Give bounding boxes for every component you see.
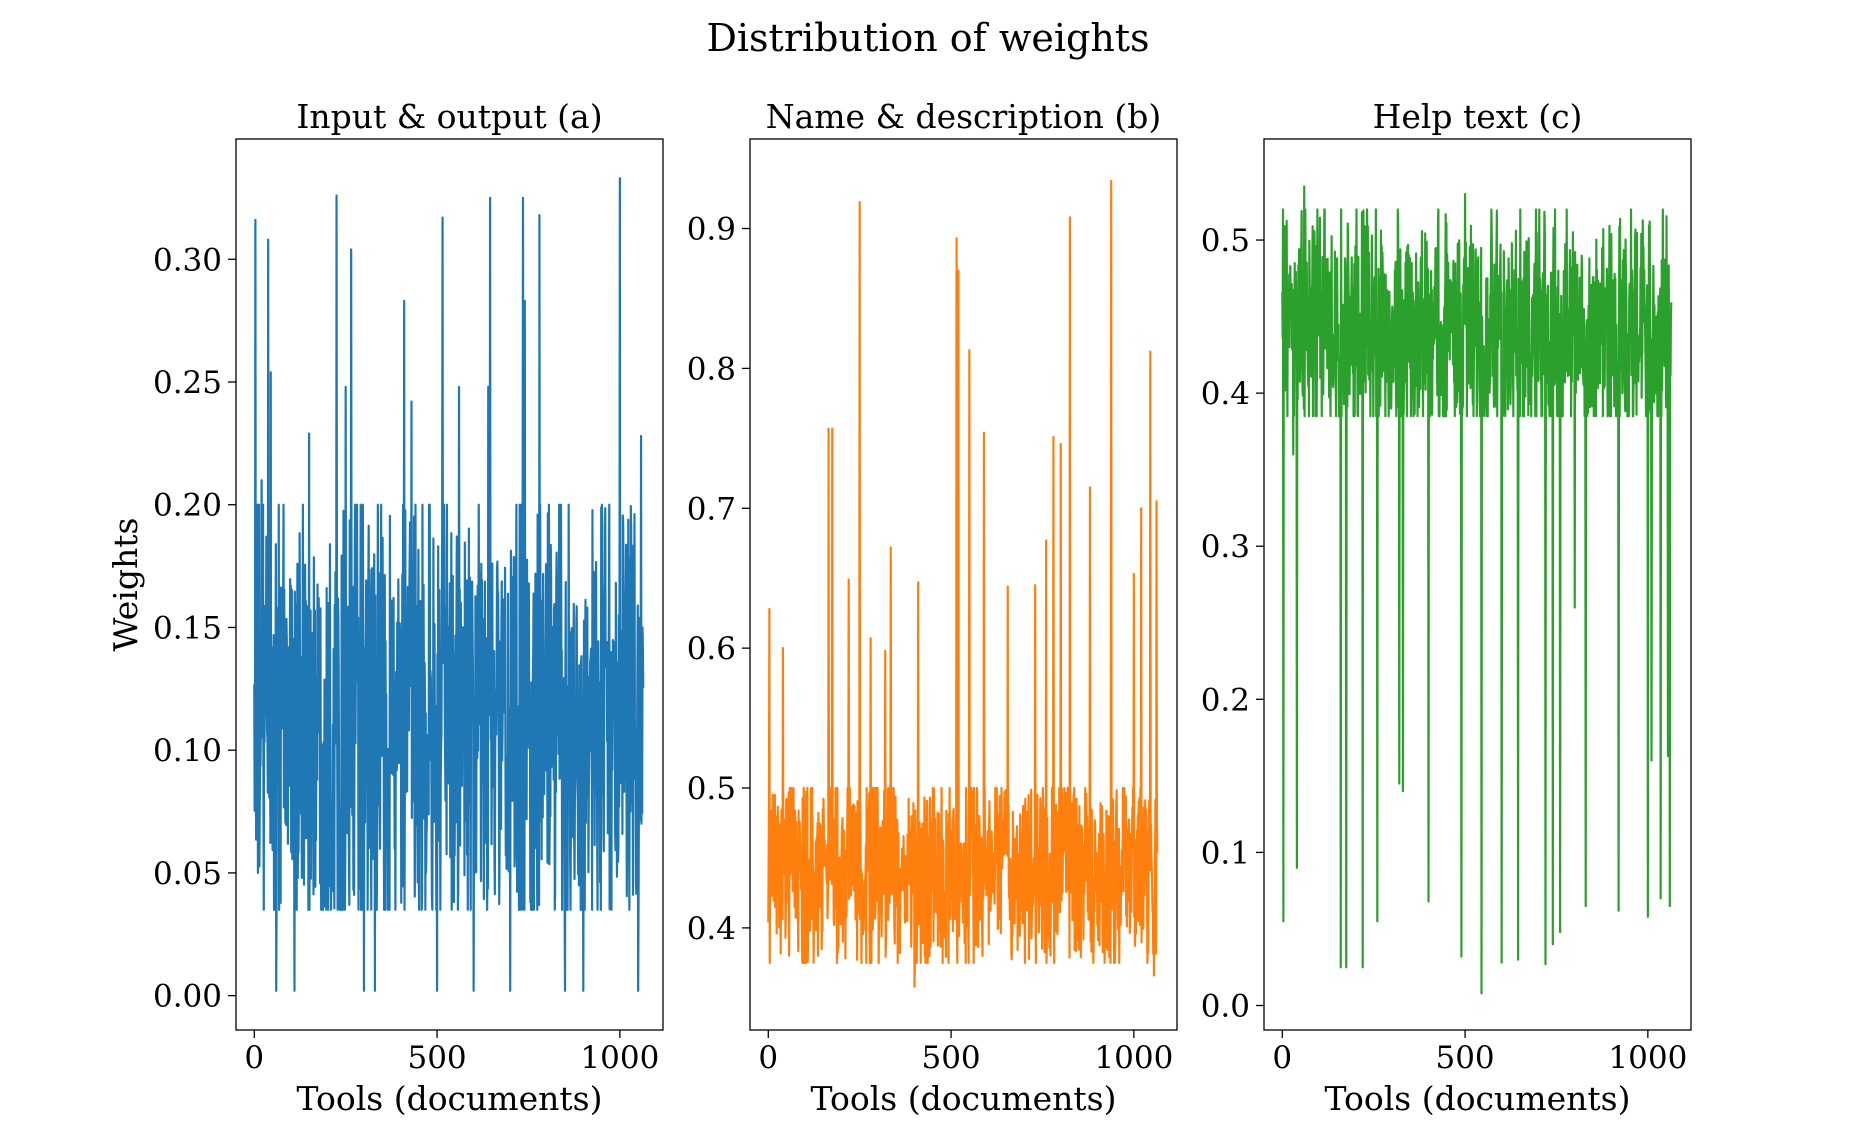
- y-tick-label-name-description: 0.8: [687, 351, 736, 387]
- x-tick-label-help-text: 1000: [1608, 1040, 1687, 1076]
- panel-title-help-text: Help text (c): [1373, 97, 1583, 136]
- y-tick-label-name-description: 0.7: [687, 491, 736, 527]
- x-axis-label-input-output: Tools (documents): [297, 1079, 603, 1118]
- y-tick-label-help-text: 0.1: [1201, 835, 1250, 871]
- y-tick-label-name-description: 0.9: [687, 212, 736, 248]
- y-tick-label-help-text: 0.4: [1201, 376, 1250, 412]
- x-axis-label-help-text: Tools (documents): [1325, 1079, 1631, 1118]
- figure-title: Distribution of weights: [706, 16, 1149, 60]
- y-axis-label-input-output: Weights: [106, 518, 145, 652]
- axes-frame-help-text: [1263, 138, 1692, 1031]
- panel-help-text: Help text (c) 0 500 1000 0.0 0.1 0.2 0.3 0.4 0.5 T…: [1201, 97, 1692, 1118]
- y-tick-label-name-description: 0.6: [687, 631, 736, 667]
- x-tick-label-input-output: 0: [244, 1040, 264, 1076]
- panel-title-input-output: Input & output (a): [296, 97, 602, 136]
- x-tick-label-input-output: 1000: [580, 1040, 659, 1076]
- x-axis-label-name-description: Tools (documents): [811, 1079, 1117, 1118]
- y-tick-label-input-output: 0.10: [153, 733, 222, 769]
- y-tick-label-help-text: 0.0: [1201, 989, 1250, 1025]
- x-tick-label-input-output: 500: [407, 1040, 466, 1076]
- panel-input-output: Input & output (a) 0 500 1000 0.00 0.05 0.10 0.…: [106, 97, 664, 1118]
- panel-title-name-description: Name & description (b): [766, 97, 1162, 136]
- y-tick-label-help-text: 0.2: [1201, 682, 1250, 718]
- y-tick-label-input-output: 0.20: [153, 488, 222, 524]
- x-tick-label-help-text: 0: [1272, 1040, 1292, 1076]
- y-tick-label-input-output: 0.30: [153, 242, 222, 278]
- x-tick-label-name-description: 1000: [1094, 1040, 1173, 1076]
- x-tick-label-help-text: 500: [1435, 1040, 1494, 1076]
- series-line-help-text: [1281, 185, 1673, 995]
- panel-name-description: Name & description (b) 0 500 1000 0.4 0.5 0.6 0…: [687, 97, 1178, 1118]
- axes-frame-input-output: [235, 138, 664, 1031]
- y-tick-label-name-description: 0.5: [687, 771, 736, 807]
- y-tick-label-help-text: 0.3: [1201, 529, 1250, 565]
- y-tick-label-input-output: 0.15: [153, 610, 222, 646]
- x-tick-label-name-description: 0: [758, 1040, 778, 1076]
- y-tick-label-input-output: 0.00: [153, 979, 222, 1015]
- axes-frame-name-description: [749, 138, 1178, 1031]
- y-tick-label-name-description: 0.4: [687, 911, 736, 947]
- y-tick-label-help-text: 0.5: [1201, 223, 1250, 259]
- series-line-name-description: [767, 179, 1159, 988]
- x-tick-label-name-description: 500: [921, 1040, 980, 1076]
- series-line-input-output: [253, 177, 645, 992]
- y-tick-label-input-output: 0.25: [153, 365, 222, 401]
- y-tick-label-input-output: 0.05: [153, 856, 222, 892]
